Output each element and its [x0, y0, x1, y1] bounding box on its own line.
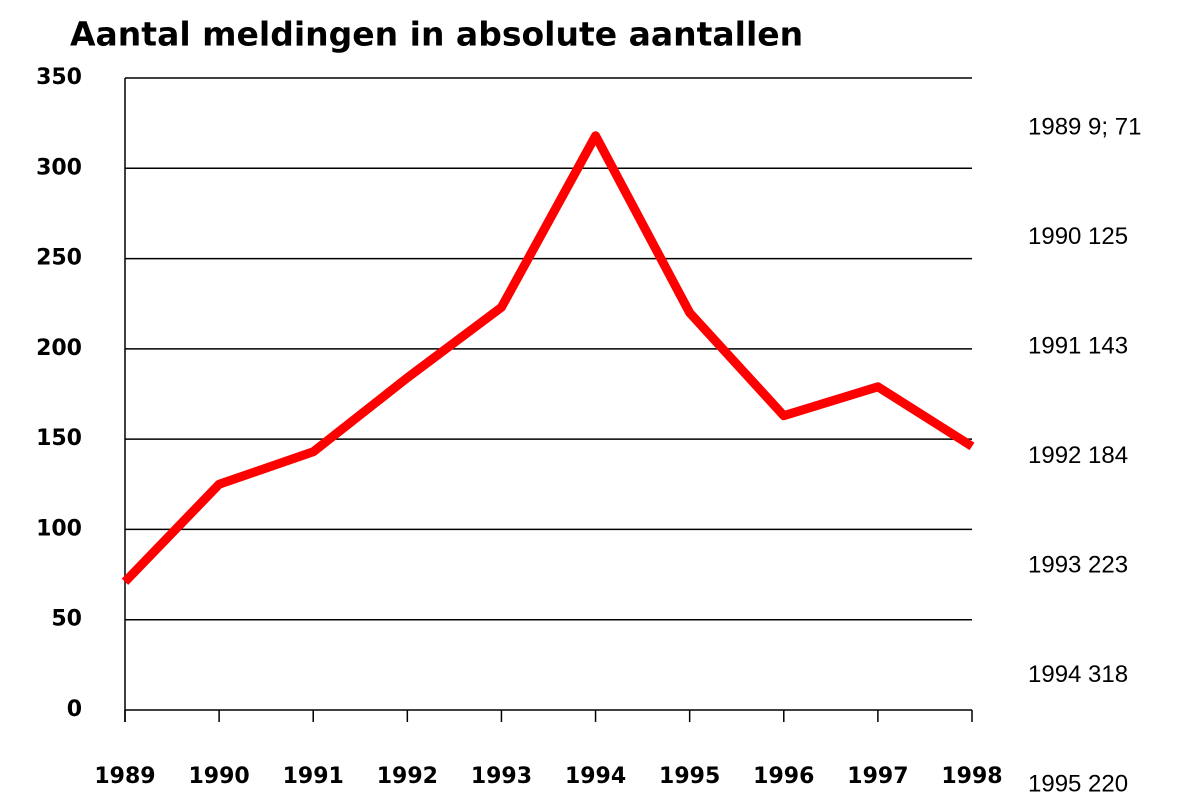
annotation: 1989 9; 71: [1028, 113, 1141, 140]
x-tick-label: 1991: [283, 764, 344, 789]
y-tick-label: 250: [36, 246, 82, 271]
y-tick-label: 350: [36, 65, 82, 90]
y-tick-label: 50: [51, 607, 82, 632]
y-tick-label: 300: [36, 155, 82, 180]
line: [121, 131, 975, 585]
annotation: 1995 220: [1028, 770, 1128, 797]
y-tick-label: 200: [36, 336, 82, 361]
x-tick-label: 1992: [377, 764, 438, 789]
y-tick-label: 150: [36, 426, 82, 451]
annotation: 1993 223: [1028, 551, 1128, 578]
y-tick-label: 100: [36, 516, 82, 541]
annotation: 1992 184: [1028, 442, 1128, 469]
x-tick-label: 1995: [659, 764, 720, 789]
x-tick-label: 1993: [471, 764, 532, 789]
annotation: 1990 125: [1028, 223, 1128, 250]
chart-title: Aantal meldingen in absolute aantallen: [70, 15, 803, 54]
x-tick-label: 1994: [565, 764, 626, 789]
x-tick-label: 1989: [94, 764, 155, 789]
y-tick-label: 0: [67, 697, 82, 722]
x-tick-label: 1996: [753, 764, 814, 789]
annotation: 1994 318: [1028, 661, 1128, 688]
x-tick-label: 1997: [847, 764, 908, 789]
x-tick-label: 1990: [188, 764, 249, 789]
annotation: 1991 143: [1028, 332, 1128, 359]
x-tick-label: 1998: [941, 764, 1002, 789]
